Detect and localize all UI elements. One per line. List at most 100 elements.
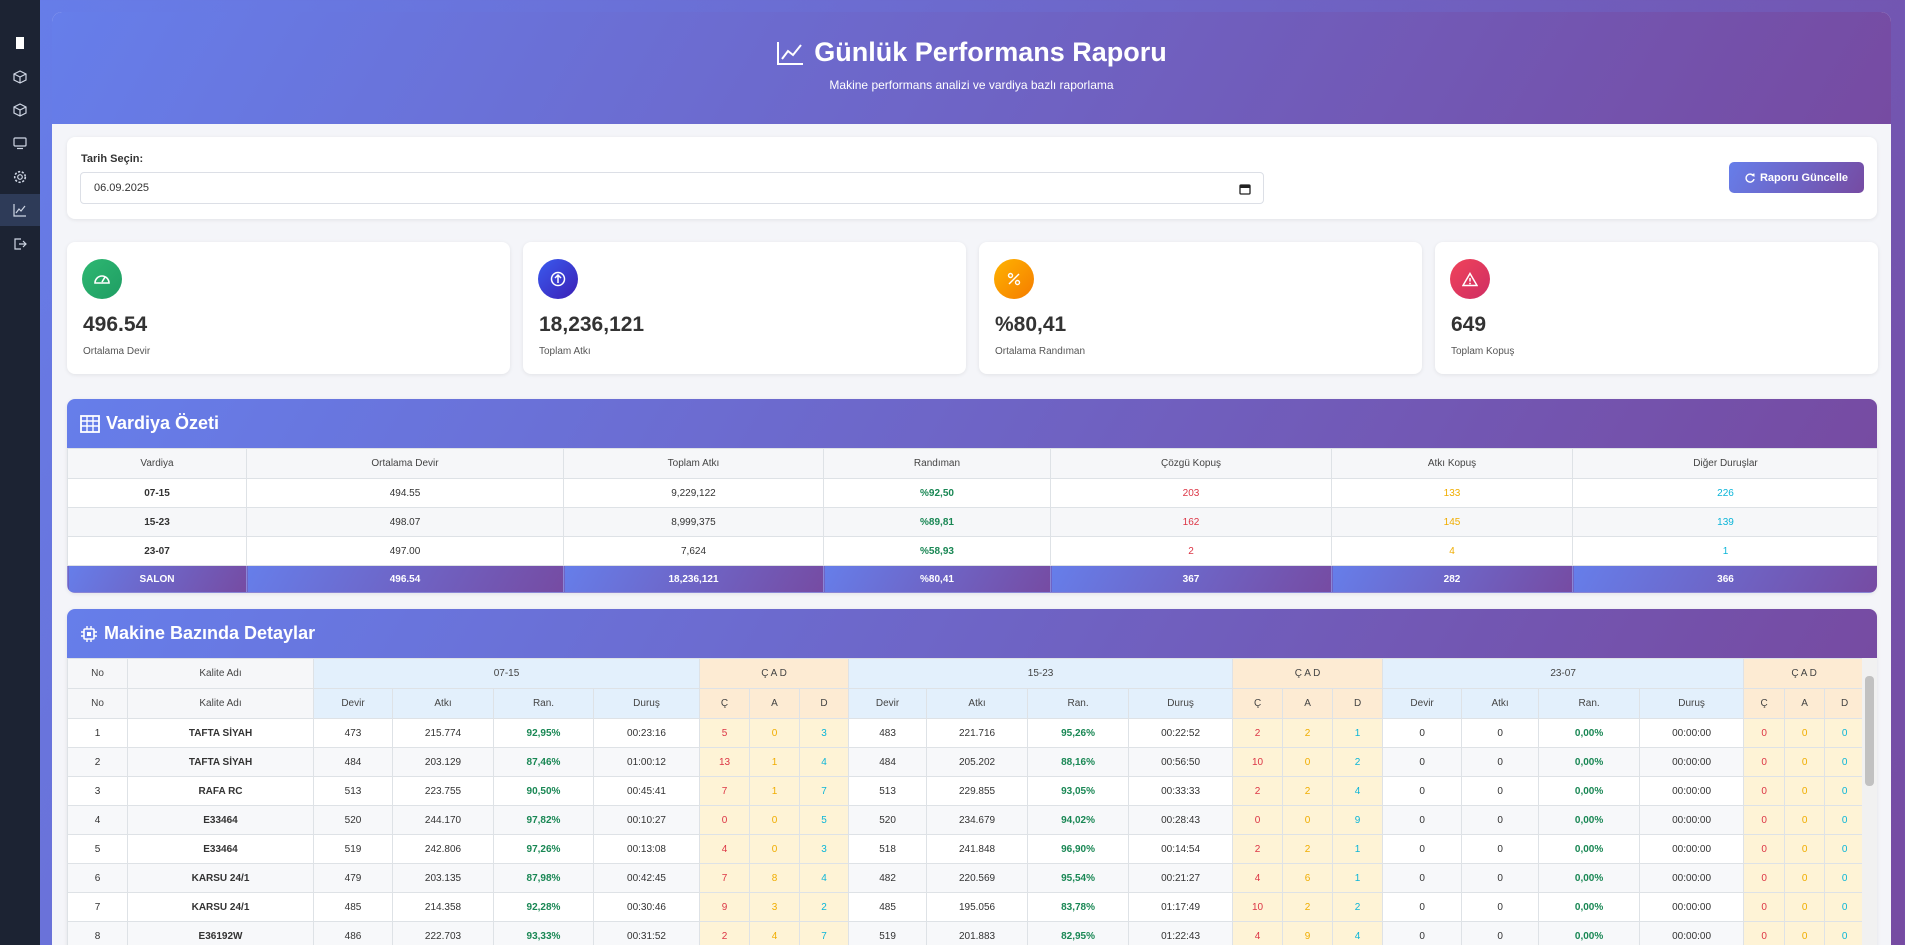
cell: 139 — [1572, 507, 1877, 537]
cell: 88,16% — [1027, 747, 1130, 777]
cell: 0 — [1824, 834, 1866, 864]
calendar-icon — [1239, 184, 1251, 195]
cell: E33464 — [127, 834, 314, 864]
cell: 4 — [1232, 921, 1284, 945]
cell: 0 — [1282, 805, 1334, 835]
column-header: D — [1824, 688, 1866, 719]
title-icon — [777, 41, 804, 65]
cell: 13 — [699, 747, 751, 777]
sidebar-item[interactable] — [0, 127, 40, 159]
cell: 0 — [1743, 718, 1786, 748]
cell: 0 — [1784, 776, 1826, 806]
cell: TAFTA SİYAH — [127, 718, 314, 748]
stat-value: 18,236,121 — [539, 313, 645, 336]
cell: 0,00% — [1538, 921, 1641, 945]
shift-table: Vardiya Ortalama Devir Toplam Atkı Randıman… — [67, 448, 1877, 593]
cell: 3 — [799, 834, 850, 864]
shift-row: 07-15 494.55 9,229,122 %92,50 203 133 226 — [67, 478, 1877, 508]
sidebar-item[interactable] — [0, 61, 40, 93]
cell: 242.806 — [392, 834, 494, 864]
stat-icon — [538, 259, 578, 299]
cell: 10 — [1232, 747, 1284, 777]
section-header: Makine Bazında Detaylar — [67, 609, 1877, 658]
cell: 00:00:00 — [1639, 718, 1745, 748]
cell: 482 — [848, 863, 928, 893]
cell: 0 — [1382, 718, 1463, 748]
machine-table-wrap: No Kalite Adı 07-15 Ç A D 15-23 Ç A D 23-07 Ç A… — [67, 658, 1877, 945]
cell: 00:00:00 — [1639, 834, 1745, 864]
column-header: Toplam Atkı — [563, 448, 824, 479]
cell: 0,00% — [1538, 892, 1641, 922]
icon — [1007, 272, 1021, 286]
stat-label: Ortalama Randıman — [995, 346, 1086, 357]
machine-table: No Kalite Adı 07-15 Ç A D 15-23 Ç A D 23-07 Ç A… — [67, 658, 1866, 945]
column-header: No — [67, 688, 128, 719]
cell: 203.135 — [392, 863, 494, 893]
stat-card: 649 Toplam Kopuş — [1435, 242, 1878, 374]
date-input[interactable]: 06.09.2025 — [80, 172, 1264, 204]
group-header: No — [67, 658, 128, 689]
column-header: Duruş — [592, 688, 701, 719]
cell: 0,00% — [1538, 805, 1641, 835]
cell: 2 — [67, 747, 128, 777]
cell: 203.129 — [392, 747, 494, 777]
cell: 01:22:43 — [1128, 921, 1234, 945]
stat-icon — [82, 259, 122, 299]
column-header: Ran. — [493, 688, 594, 719]
group-header: 23-07 — [1382, 658, 1745, 689]
icon — [16, 37, 24, 49]
total-cell: 18,236,121 — [563, 565, 824, 593]
cell: 00:14:54 — [1128, 834, 1234, 864]
column-header: A — [1784, 688, 1826, 719]
page-title: Günlük Performans Raporu — [814, 37, 1167, 67]
cell: 0 — [1784, 834, 1826, 864]
update-button[interactable]: Raporu Güncelle — [1729, 162, 1864, 193]
cell: 0 — [1461, 747, 1540, 777]
column-header: Diğer Duruşlar — [1572, 448, 1877, 479]
cell: 2 — [1332, 892, 1384, 922]
cell: %89,81 — [823, 507, 1051, 537]
cell: 4 — [1332, 921, 1384, 945]
cell: 8 — [749, 863, 801, 893]
icon — [94, 275, 110, 284]
cell: 133 — [1331, 478, 1573, 508]
cell: 0 — [1461, 863, 1540, 893]
cell: 0,00% — [1538, 863, 1641, 893]
cell: 1 — [749, 776, 801, 806]
cell: 0 — [699, 805, 751, 835]
column-header: Devir — [848, 688, 928, 719]
cell: 519 — [313, 834, 393, 864]
header-row: No Kalite Adı Devir Atkı Ran. Duruş Ç A D Devir At… — [67, 688, 1866, 719]
sidebar-item[interactable] — [0, 161, 40, 193]
cell: 0 — [1743, 776, 1786, 806]
cell: 0 — [1743, 805, 1786, 835]
cell: 520 — [848, 805, 928, 835]
cell: E33464 — [127, 805, 314, 835]
cell: 0,00% — [1538, 776, 1641, 806]
cell: 1 — [67, 718, 128, 748]
sidebar-item[interactable] — [0, 228, 40, 260]
cell: 0 — [1784, 805, 1826, 835]
cell: 00:42:45 — [592, 863, 701, 893]
cell: 4 — [799, 863, 850, 893]
column-header: Duruş — [1128, 688, 1234, 719]
icon — [550, 271, 566, 287]
cell: 0 — [1382, 892, 1463, 922]
cell: 2 — [799, 892, 850, 922]
cell: 1 — [749, 747, 801, 777]
sidebar-item[interactable] — [0, 94, 40, 126]
sidebar-item-active[interactable] — [0, 194, 40, 226]
cell: 0,00% — [1538, 747, 1641, 777]
cell: 9,229,122 — [563, 478, 824, 508]
cell: 00:45:41 — [592, 776, 701, 806]
cell: 0 — [1784, 747, 1826, 777]
cell: 7,624 — [563, 536, 824, 566]
sidebar-logo[interactable] — [0, 27, 40, 59]
total-cell: 367 — [1050, 565, 1332, 593]
column-header: Ran. — [1027, 688, 1130, 719]
scrollbar[interactable] — [1862, 658, 1877, 945]
cell: 494.55 — [246, 478, 564, 508]
cell: 0 — [1461, 834, 1540, 864]
scrollbar-thumb[interactable] — [1865, 676, 1874, 786]
